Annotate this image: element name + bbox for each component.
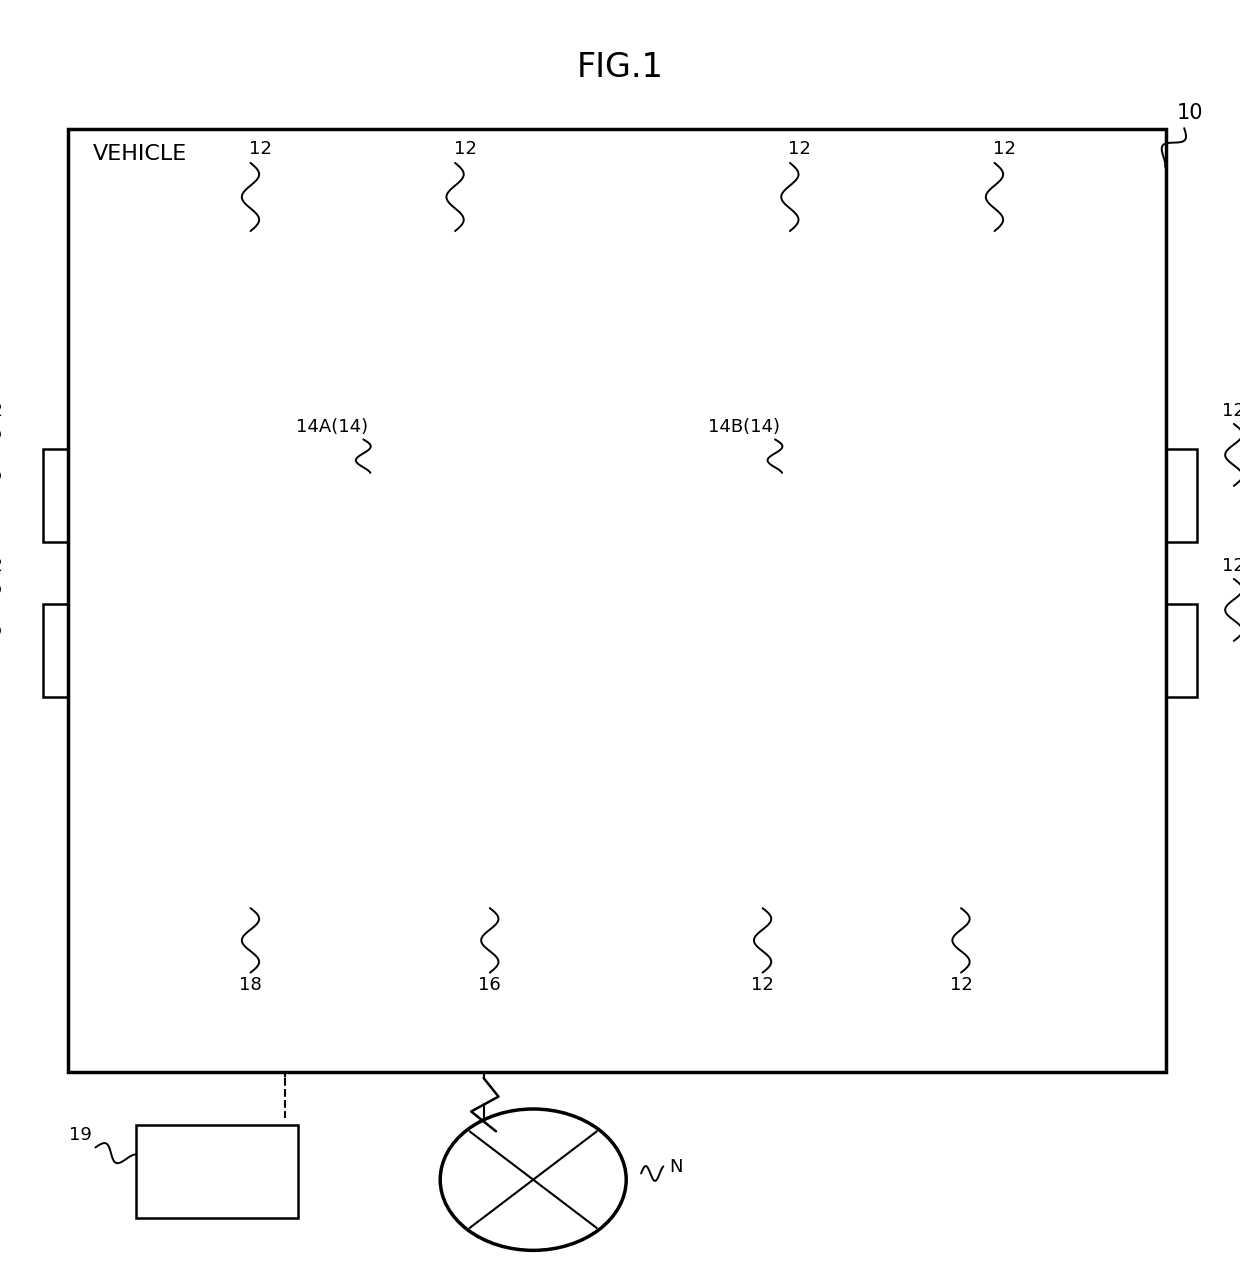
Text: VEHICLE: VEHICLE	[93, 144, 187, 164]
Bar	[874, 805, 1035, 904]
Bar	[911, 234, 1073, 334]
Bar	[357, 511, 536, 641]
Text: 12: 12	[993, 140, 1016, 158]
Bar	[676, 805, 837, 904]
Text: 10: 10	[1177, 103, 1204, 124]
Text: 16: 16	[479, 976, 501, 994]
Bar	[167, 234, 329, 334]
Text: 12: 12	[950, 976, 972, 994]
Bar	[43, 604, 192, 697]
Ellipse shape	[440, 1109, 626, 1251]
Bar	[68, 129, 1166, 1072]
Text: N: N	[670, 1158, 683, 1176]
Bar	[205, 805, 366, 904]
Bar	[1048, 604, 1197, 697]
Bar	[43, 448, 192, 542]
Text: 19: 19	[69, 1126, 92, 1144]
Text: 14B(14): 14B(14)	[708, 417, 780, 435]
Bar	[707, 234, 868, 334]
Text: 12: 12	[1223, 558, 1240, 576]
Bar	[709, 511, 890, 641]
Bar	[136, 1124, 298, 1217]
Bar	[1048, 448, 1197, 542]
Text: 12: 12	[789, 140, 811, 158]
Text: 12: 12	[454, 140, 476, 158]
Text: 12: 12	[0, 558, 2, 576]
Text: 12: 12	[0, 402, 2, 420]
Text: 12: 12	[1223, 402, 1240, 420]
Text: 12: 12	[751, 976, 774, 994]
Text: 18: 18	[239, 976, 262, 994]
Bar	[403, 805, 564, 904]
Text: 14A(14): 14A(14)	[296, 417, 368, 435]
Bar	[372, 234, 533, 334]
Text: 12: 12	[249, 140, 272, 158]
Text: FIG.1: FIG.1	[577, 52, 663, 84]
